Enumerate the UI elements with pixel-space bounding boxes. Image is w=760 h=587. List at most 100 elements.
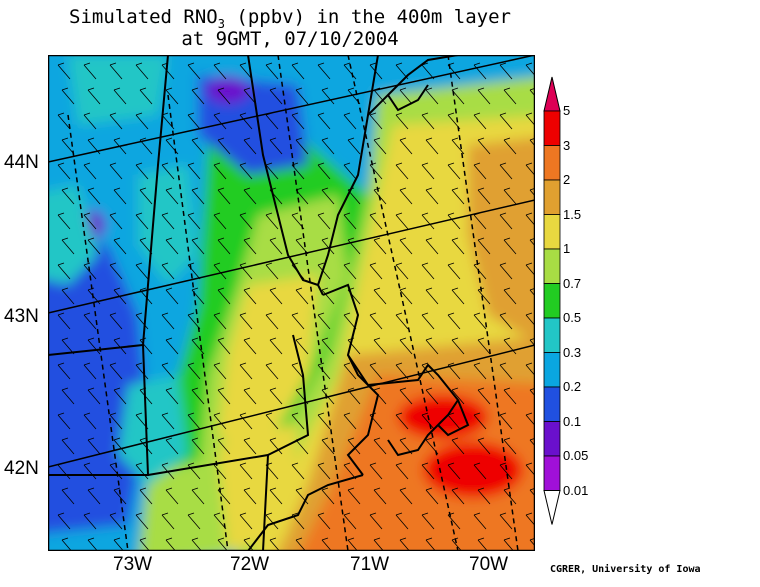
wind-barb	[113, 337, 127, 355]
wind-barb	[395, 312, 409, 330]
wind-barb	[525, 112, 535, 127]
wind-barb	[139, 87, 153, 105]
wind-barb	[109, 212, 123, 230]
wind-barb	[265, 362, 279, 380]
colorbar-swatch	[543, 455, 561, 491]
wind-barb	[83, 212, 97, 230]
wind-barb	[529, 487, 535, 497]
wind-barb	[291, 212, 305, 230]
wind-barb	[109, 112, 123, 130]
wind-barb	[61, 487, 75, 505]
wind-barb	[187, 112, 201, 130]
wind-barb	[191, 87, 205, 105]
wind-barb	[347, 287, 361, 305]
wind-barb	[317, 462, 331, 480]
wind-barb	[399, 237, 413, 255]
wind-barb	[165, 87, 179, 105]
wind-barb	[269, 87, 283, 105]
wind-barb	[161, 462, 175, 480]
wind-barb	[213, 162, 227, 180]
wind-barb	[399, 137, 413, 155]
wind-barb	[291, 162, 305, 180]
wind-barb	[421, 312, 435, 330]
wind-barb	[265, 512, 279, 530]
wind-barb	[399, 487, 413, 505]
wind-barb	[451, 137, 465, 155]
wind-barb	[399, 287, 413, 305]
wind-barb	[213, 262, 227, 280]
wind-barb	[317, 212, 331, 230]
wind-barb	[503, 537, 514, 551]
wind-barb	[295, 287, 309, 305]
wind-barb	[61, 437, 75, 455]
wind-barb	[291, 512, 305, 530]
wind-barb	[113, 237, 127, 255]
wind-barb	[395, 512, 409, 530]
wind-barb	[503, 437, 517, 455]
wind-barb	[373, 487, 387, 505]
wind-barb	[473, 512, 487, 530]
wind-barb	[187, 262, 201, 280]
wind-barb	[191, 487, 205, 505]
wind-barb	[369, 162, 383, 180]
wind-barbs	[57, 62, 535, 551]
wind-barb	[373, 137, 387, 155]
wind-barb	[347, 487, 361, 505]
lat-lon-grid	[48, 55, 535, 551]
wind-barb	[421, 362, 435, 380]
wind-barb	[57, 312, 71, 330]
wind-barb	[191, 537, 202, 551]
colorbar-label: 0.7	[563, 275, 582, 291]
wind-barb	[425, 387, 439, 405]
wind-barb	[135, 512, 149, 530]
wind-barb	[113, 387, 127, 405]
wind-barb	[477, 87, 491, 105]
wind-barb	[451, 187, 465, 205]
wind-barb	[321, 537, 332, 551]
wind-barb	[499, 462, 513, 480]
colorbar-top-arrow	[543, 76, 561, 112]
map-title-line-2: at 9GMT, 07/10/2004	[181, 28, 399, 50]
wind-barb	[57, 262, 71, 280]
wind-barb	[135, 312, 149, 330]
wind-barb	[373, 187, 387, 205]
wind-barb	[139, 537, 150, 551]
wind-barb	[87, 237, 101, 255]
colorbar-label: 1.5	[563, 206, 582, 222]
wind-barb	[57, 412, 71, 430]
wind-barb	[161, 62, 175, 80]
wind-barb	[529, 437, 535, 447]
wind-barb	[113, 87, 127, 105]
wind-barb	[499, 362, 513, 380]
wind-barb	[87, 537, 98, 551]
wind-barb	[477, 537, 488, 551]
wind-barb	[373, 537, 384, 551]
wind-barb	[321, 87, 335, 105]
wind-barb	[109, 512, 123, 530]
wind-barb	[321, 237, 335, 255]
wind-barb	[369, 512, 383, 530]
wind-barb	[425, 337, 439, 355]
wind-barb	[451, 237, 465, 255]
colorbar-label: 0.2	[563, 379, 582, 394]
wind-barb	[57, 162, 71, 180]
wind-barb	[291, 412, 305, 430]
colorbar-label: 3	[563, 137, 571, 153]
wind-barb	[503, 237, 517, 255]
wind-barb	[187, 62, 201, 80]
wind-barb	[529, 137, 535, 147]
wind-barb	[165, 137, 179, 155]
wind-barb	[451, 537, 462, 551]
wind-barb	[451, 337, 465, 355]
wind-barb	[213, 312, 227, 330]
wind-barb	[187, 362, 201, 380]
wind-barb	[395, 162, 409, 180]
wind-barb	[291, 62, 305, 80]
wind-barb	[525, 262, 535, 277]
lon-label-70w: 70W	[469, 554, 509, 575]
lon-label-72w: 72W	[230, 554, 270, 575]
wind-barb	[61, 87, 75, 105]
wind-barb	[525, 362, 535, 377]
wind-barb	[87, 387, 101, 405]
wind-barb	[113, 537, 124, 551]
